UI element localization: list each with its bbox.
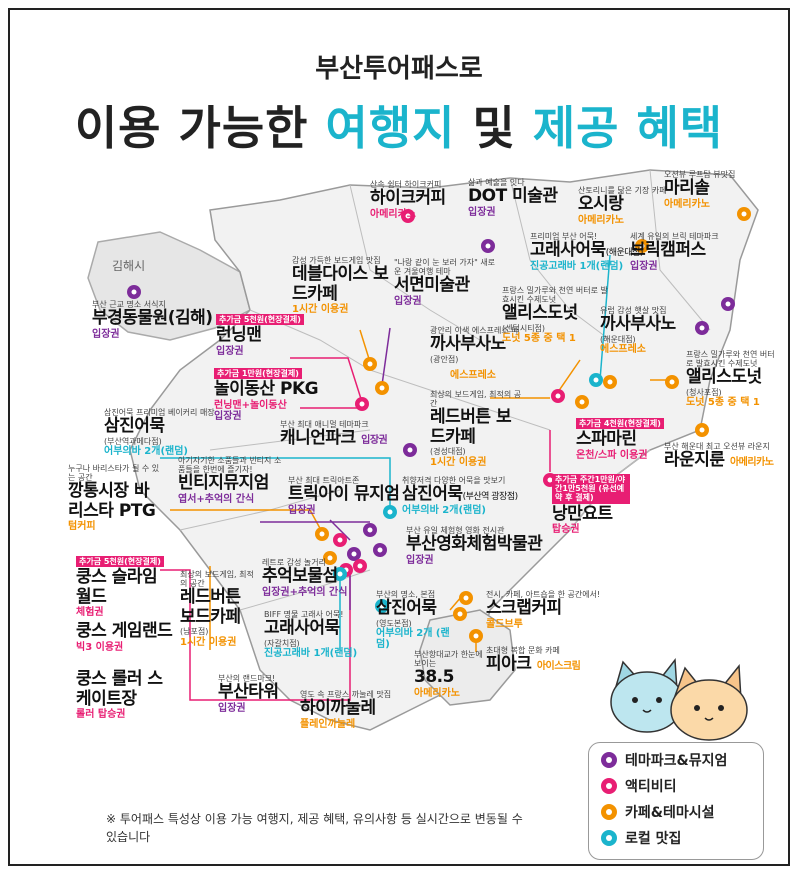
- mascot-cat-left: [610, 657, 684, 733]
- pin-cluster6: [353, 559, 367, 573]
- title-accent-destinations: 여행지: [325, 101, 456, 155]
- title-accent-benefits: 제공 혜택: [532, 101, 724, 155]
- footnote: ※ 투어패스 특성상 이용 가능 여행지, 제공 혜택, 유의사항 등 실시간으…: [106, 812, 523, 844]
- place-haika: 영도 속 프랑스 까눌레 맛집 하이까눌레 플레인까눌레: [300, 690, 392, 730]
- pin-cluster4: [323, 551, 337, 565]
- place-osi: 산토리니를 닮은 기장 카페 오시랑 아메리카노: [578, 186, 667, 226]
- place-kkasa-2: 유럽 감성 햇살 맛집 까사부사노 (해운대점) 에스프레소: [600, 306, 676, 355]
- pin-dot: [481, 239, 495, 253]
- yeongdo-island: [419, 609, 516, 706]
- local-food-pin-icon: [601, 830, 617, 846]
- poster-frame: 부산투어패스로 이용 가능한 여행지 및 제공 혜택: [8, 8, 790, 866]
- pin-kkasa2: [603, 375, 617, 389]
- pin-samjin2: [383, 505, 397, 519]
- place-alice-2: 프랑스 밀가루와 천연 버터로 발효시킨 수제도넛 앨리스도넛 (청사포점) 도…: [686, 350, 775, 409]
- place-kkasa-1: 광안리 이색 에스프레소 바 까사부사노 (광안점): [430, 326, 519, 364]
- place-name: 부경동물원(김해): [92, 308, 213, 329]
- pin-trick: [363, 523, 377, 537]
- pin-alice1: [575, 395, 589, 409]
- legend-theme-park: 테마파크&뮤지엄: [589, 747, 763, 773]
- pin-cluster3: [347, 547, 361, 561]
- place-running: 추가금 5천원(현장결제) 런닝맨 입장권: [216, 308, 304, 357]
- place-trick: 부산 최대 트릭아트존 트릭아이 뮤지엄 입장권: [288, 476, 400, 516]
- pin-cluster2: [333, 533, 347, 547]
- pin-brick2: [695, 321, 709, 335]
- place-hika: 산속 쉼터 하이크커피 하이크커피 아메리카노: [370, 180, 446, 220]
- place-nangman: 추가금 주간1만원/야간1만5천원 (유선예약 후 결제) 낭만요트 탑승권: [552, 474, 630, 536]
- theme-park-pin-icon: [601, 752, 617, 768]
- pin-running: [355, 397, 369, 411]
- pin-samjin3: [375, 599, 389, 613]
- map-pins: [127, 207, 751, 643]
- pin-cluster1: [315, 527, 329, 541]
- place-deborah: 감성 가득한 보드게임 맛집 데블다이스 보드카페 1시간 이용권: [292, 256, 389, 316]
- pin-brick: [721, 297, 735, 311]
- place-film: 부산 유일 체험형 영화 전시관 부산영화체험박물관 입장권: [406, 526, 543, 566]
- place-scrap: 전시, 카페, 아트숍을 한 공간에서! 스크랩커피 콜드브루: [486, 590, 601, 630]
- place-buk-gim: 부산 근교 명소 서식지 부경동물원(김해) 입장권: [92, 300, 213, 340]
- place-lounge: 부산 해운대 최고 오션뷰 라운지 라운지룬 아메리카노: [664, 442, 774, 471]
- gimhae-region: [87, 231, 251, 341]
- busan-map: [87, 169, 759, 731]
- cafe-pin-icon: [601, 804, 617, 820]
- place-385: 부산항대교가 한눈에 보이는 38.5 아메리카노: [414, 650, 483, 699]
- place-queens-2: 쿵스 게임랜드 빅3 이용권: [76, 621, 173, 653]
- pin-alice2: [665, 375, 679, 389]
- pin-canyon: [403, 443, 417, 457]
- pin-hika: [401, 209, 415, 223]
- place-canyon: 부산 최대 애니멀 테마파크 캐니언파크 입장권: [280, 420, 388, 449]
- page-title: 이용 가능한 여행지 및 제공 혜택: [10, 92, 788, 158]
- place-gangneung: 누구나 바리스타가 될 수 있는 공간 깡통시장 바리스타 PTG 텀커피: [68, 464, 160, 533]
- place-redbutton-2: 최상의 보드게임, 최적의 공간 레드버튼 보드카페 (남포점) 1시간 이용권: [180, 570, 254, 648]
- place-noli: 추가금 1만원(현장결제) 놀이동산 PKG 런닝맨+놀이동산 입장권: [214, 368, 319, 423]
- place-samjin-2: 취향저격 다양한 어묵을 맛보기 삼진어묵(부산역 광장점) 어부의바 2개(랜…: [402, 476, 518, 516]
- place-queens-3: 쿵스 롤러 스케이트장 롤러 탑승권: [76, 669, 163, 721]
- place-pike: 초대형 복합 문화 카페 피아크 아이스크림: [486, 646, 581, 675]
- place-goraesa-1: 프리미엄 부산 어묵! 고래사어묵(해운대점) 진공고래바 1개(랜덤): [530, 232, 643, 272]
- pin-goraesa1: [589, 373, 603, 387]
- place-redbutton-1: 최상의 보드게임, 최적의 공간 레드버튼 보드카페 (경성대점) 1시간 이용…: [430, 390, 522, 468]
- place-queens-1: 추가금 5천원(현장결제) 쿵스 슬라임월드 체험권: [76, 550, 172, 619]
- place-busan-tower: 부산의 랜드마크! 부산타워 입장권: [218, 674, 279, 714]
- pin-kkasa1: [551, 389, 565, 403]
- place-marisol: 오션뷰 루프탑 뷰맛집 마리솔 아메리카노: [664, 170, 736, 210]
- activity-pin-icon: [601, 778, 617, 794]
- place-bitgi: 아기자기한 소품들과 빈티지 소품들을 한번에 즐기자! 빈티지뮤지엄 엽서+추…: [178, 456, 282, 505]
- map-legend: 테마파크&뮤지엄 액티비티 카페&테마시설 로컬 맛집: [588, 742, 764, 860]
- pin-scrap: [459, 591, 473, 605]
- mascot-cat-right: [670, 664, 748, 741]
- pin-film: [373, 543, 387, 557]
- legend-activity: 액티비티: [589, 773, 763, 799]
- place-samjin-3: 부산의 명소, 본점 삼진어묵 (영도본점) 어부의바 2개 (랜덤): [376, 590, 450, 651]
- place-seomyeon-art: "나랑 같이 눈 보러 가자" 새로운 겨울여행 테마 서면미술관 입장권: [394, 258, 496, 307]
- place-samjin-1: 삼진어묵 프리미엄 베이커리 매장 삼진어묵 (부산역과메다점) 어부의바 2개…: [104, 408, 215, 457]
- place-goraesa-2: BIFF 명물 고래사 어묵! 고래사어묵 (자갈치점) 진공고래바 1개(랜덤…: [264, 610, 358, 659]
- place-espresso-label: 에스프레소: [450, 370, 496, 381]
- title-subtitle: 부산투어패스로: [315, 54, 483, 84]
- place-desc: 부산 근교 명소 서식지: [92, 300, 166, 309]
- pin-deborah: [363, 357, 377, 371]
- pin-haika: [469, 629, 483, 643]
- pin-buk-gim: [127, 285, 141, 299]
- place-spamarine: 추가금 4천원(현장결제) 스파마린 온천/스파 이용권: [576, 412, 664, 461]
- pin-marisol: [737, 207, 751, 221]
- pin-pike: [453, 607, 467, 621]
- place-alice-1: 프랑스 밀가루와 천연 버터로 발효시킨 수제도넛 앨리스도넛 (센텀시티점) …: [502, 286, 608, 345]
- legend-cafe: 카페&테마시설: [589, 799, 763, 825]
- place-chueok: 레트로 감성 놀거리 추억보물섬 입장권+추억의 간식: [262, 558, 348, 598]
- place-dot: 삶과 예술을 잇다 DOT 미술관 입장권: [468, 178, 558, 218]
- connector-lines: [160, 254, 670, 701]
- pin-osi: [635, 239, 649, 253]
- title-prefix: 이용 가능한: [74, 101, 326, 155]
- legend-local-food: 로컬 맛집: [589, 825, 763, 851]
- mascot-cats-illustration: [610, 657, 748, 741]
- gimhae-label: 김해시: [112, 259, 146, 273]
- pin-lounge: [695, 423, 709, 437]
- pin-cluster7: [333, 567, 347, 581]
- place-benefit: 입장권: [92, 328, 120, 340]
- place-brick: 세계 유일의 브릭 테마파크 브릭캠퍼스 입장권: [630, 232, 719, 272]
- title-mid: 및: [455, 101, 533, 155]
- pin-seomyeon: [375, 381, 389, 395]
